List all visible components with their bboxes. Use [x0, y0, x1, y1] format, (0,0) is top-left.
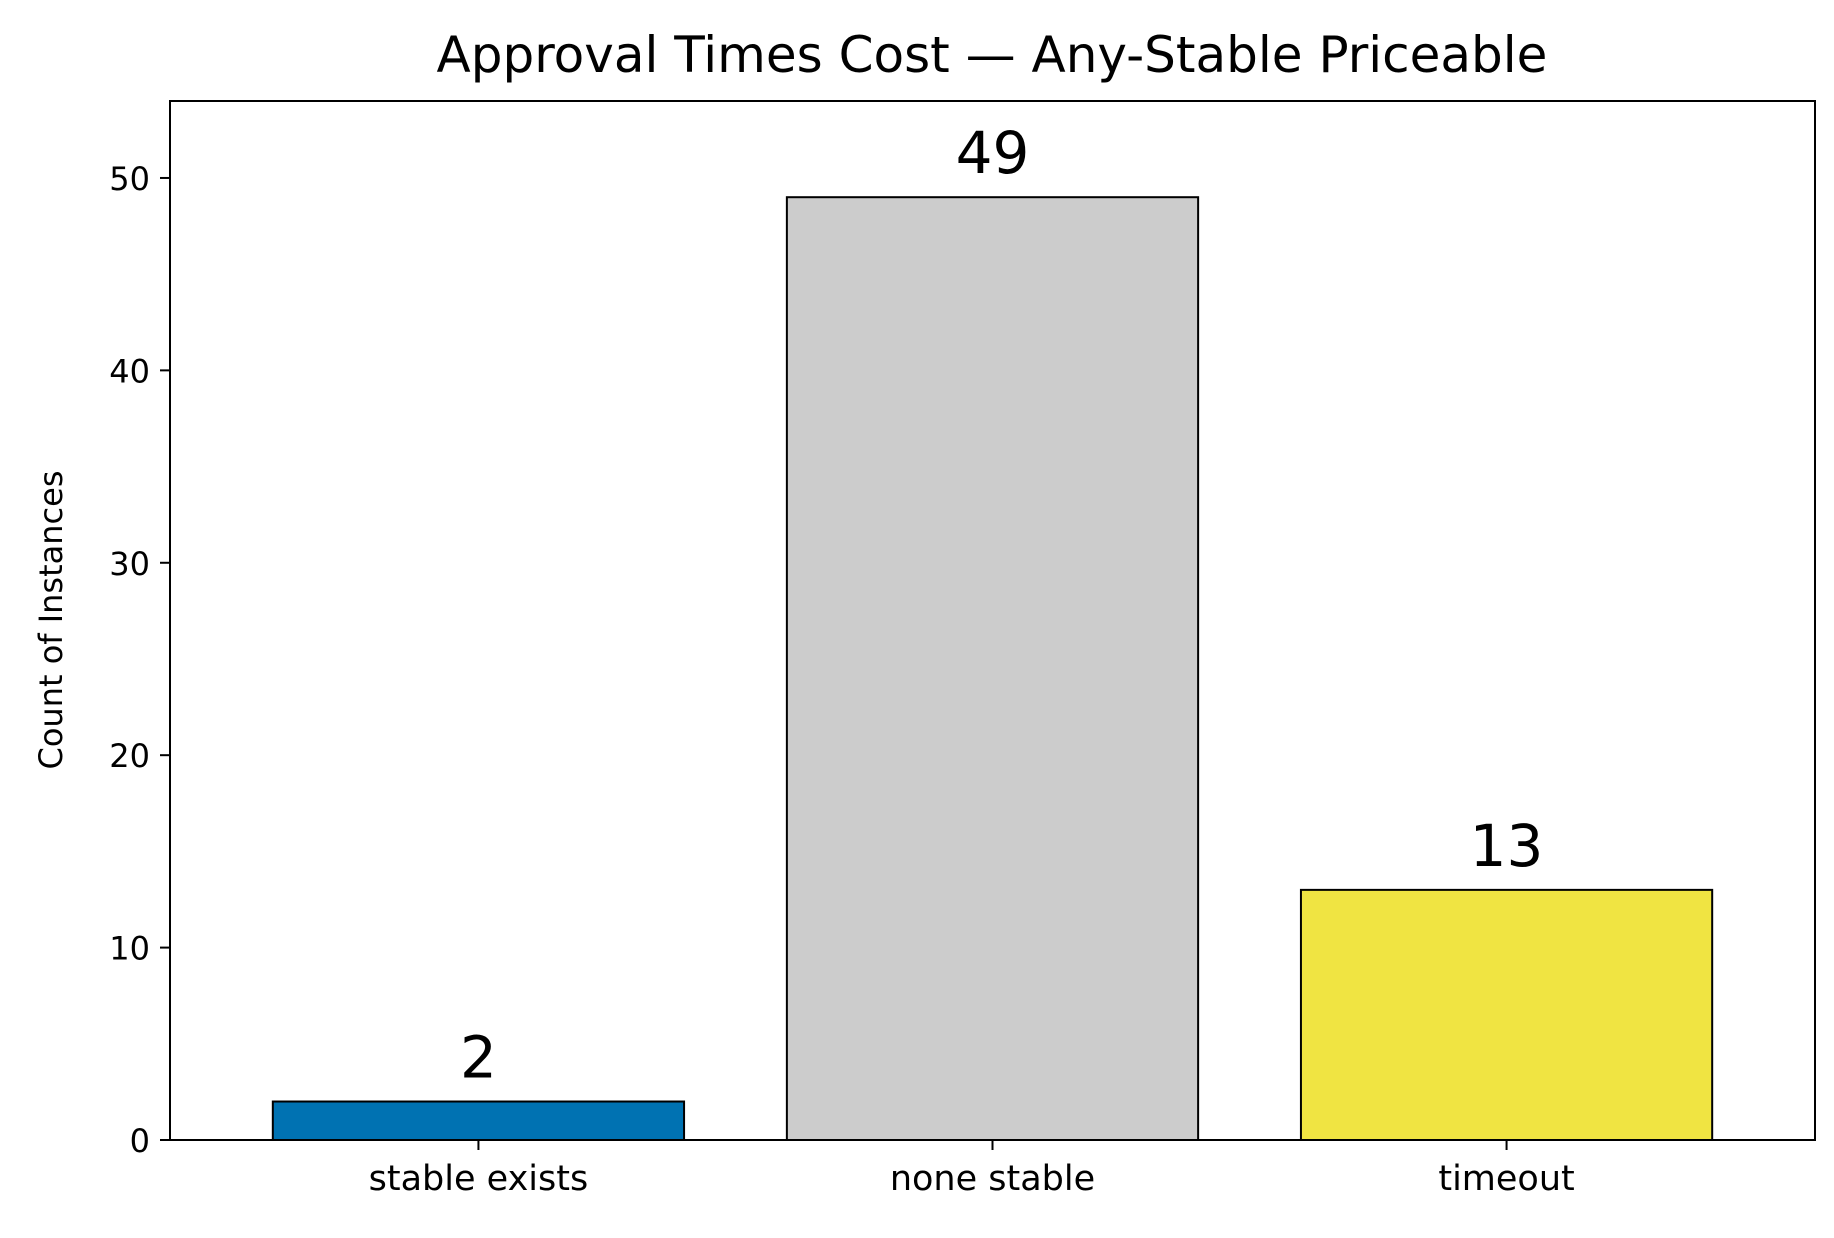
bars-layer [271, 196, 1714, 1142]
bar-timeout [1299, 888, 1714, 1141]
y-tick-label: 40 [109, 352, 150, 390]
y-tick-label: 10 [109, 930, 150, 968]
data-label: 2 [460, 1024, 497, 1092]
y-tick-label: 20 [109, 737, 150, 775]
x-tick-label: timeout [1438, 1159, 1574, 1199]
y-tick-label: 0 [130, 1122, 150, 1160]
y-axis-label: Count of Instances [32, 471, 70, 770]
bar-none-stable [785, 196, 1200, 1142]
axes-layer: stable exists none stable timeout 0 10 20 30 40… [109, 160, 1574, 1199]
y-tick-label: 50 [109, 160, 150, 198]
y-tick-label: 30 [109, 545, 150, 583]
bar-stable-exists [271, 1100, 686, 1142]
data-label: 13 [1470, 812, 1544, 880]
data-labels-layer: 2 49 13 [460, 119, 1543, 1091]
x-tick-label: none stable [890, 1159, 1095, 1199]
chart-title: Approval Times Cost — Any-Stable Priceab… [437, 26, 1548, 84]
x-tick-label: stable exists [369, 1159, 589, 1199]
data-label: 49 [956, 119, 1030, 187]
plot-area-frame [169, 100, 1816, 1141]
